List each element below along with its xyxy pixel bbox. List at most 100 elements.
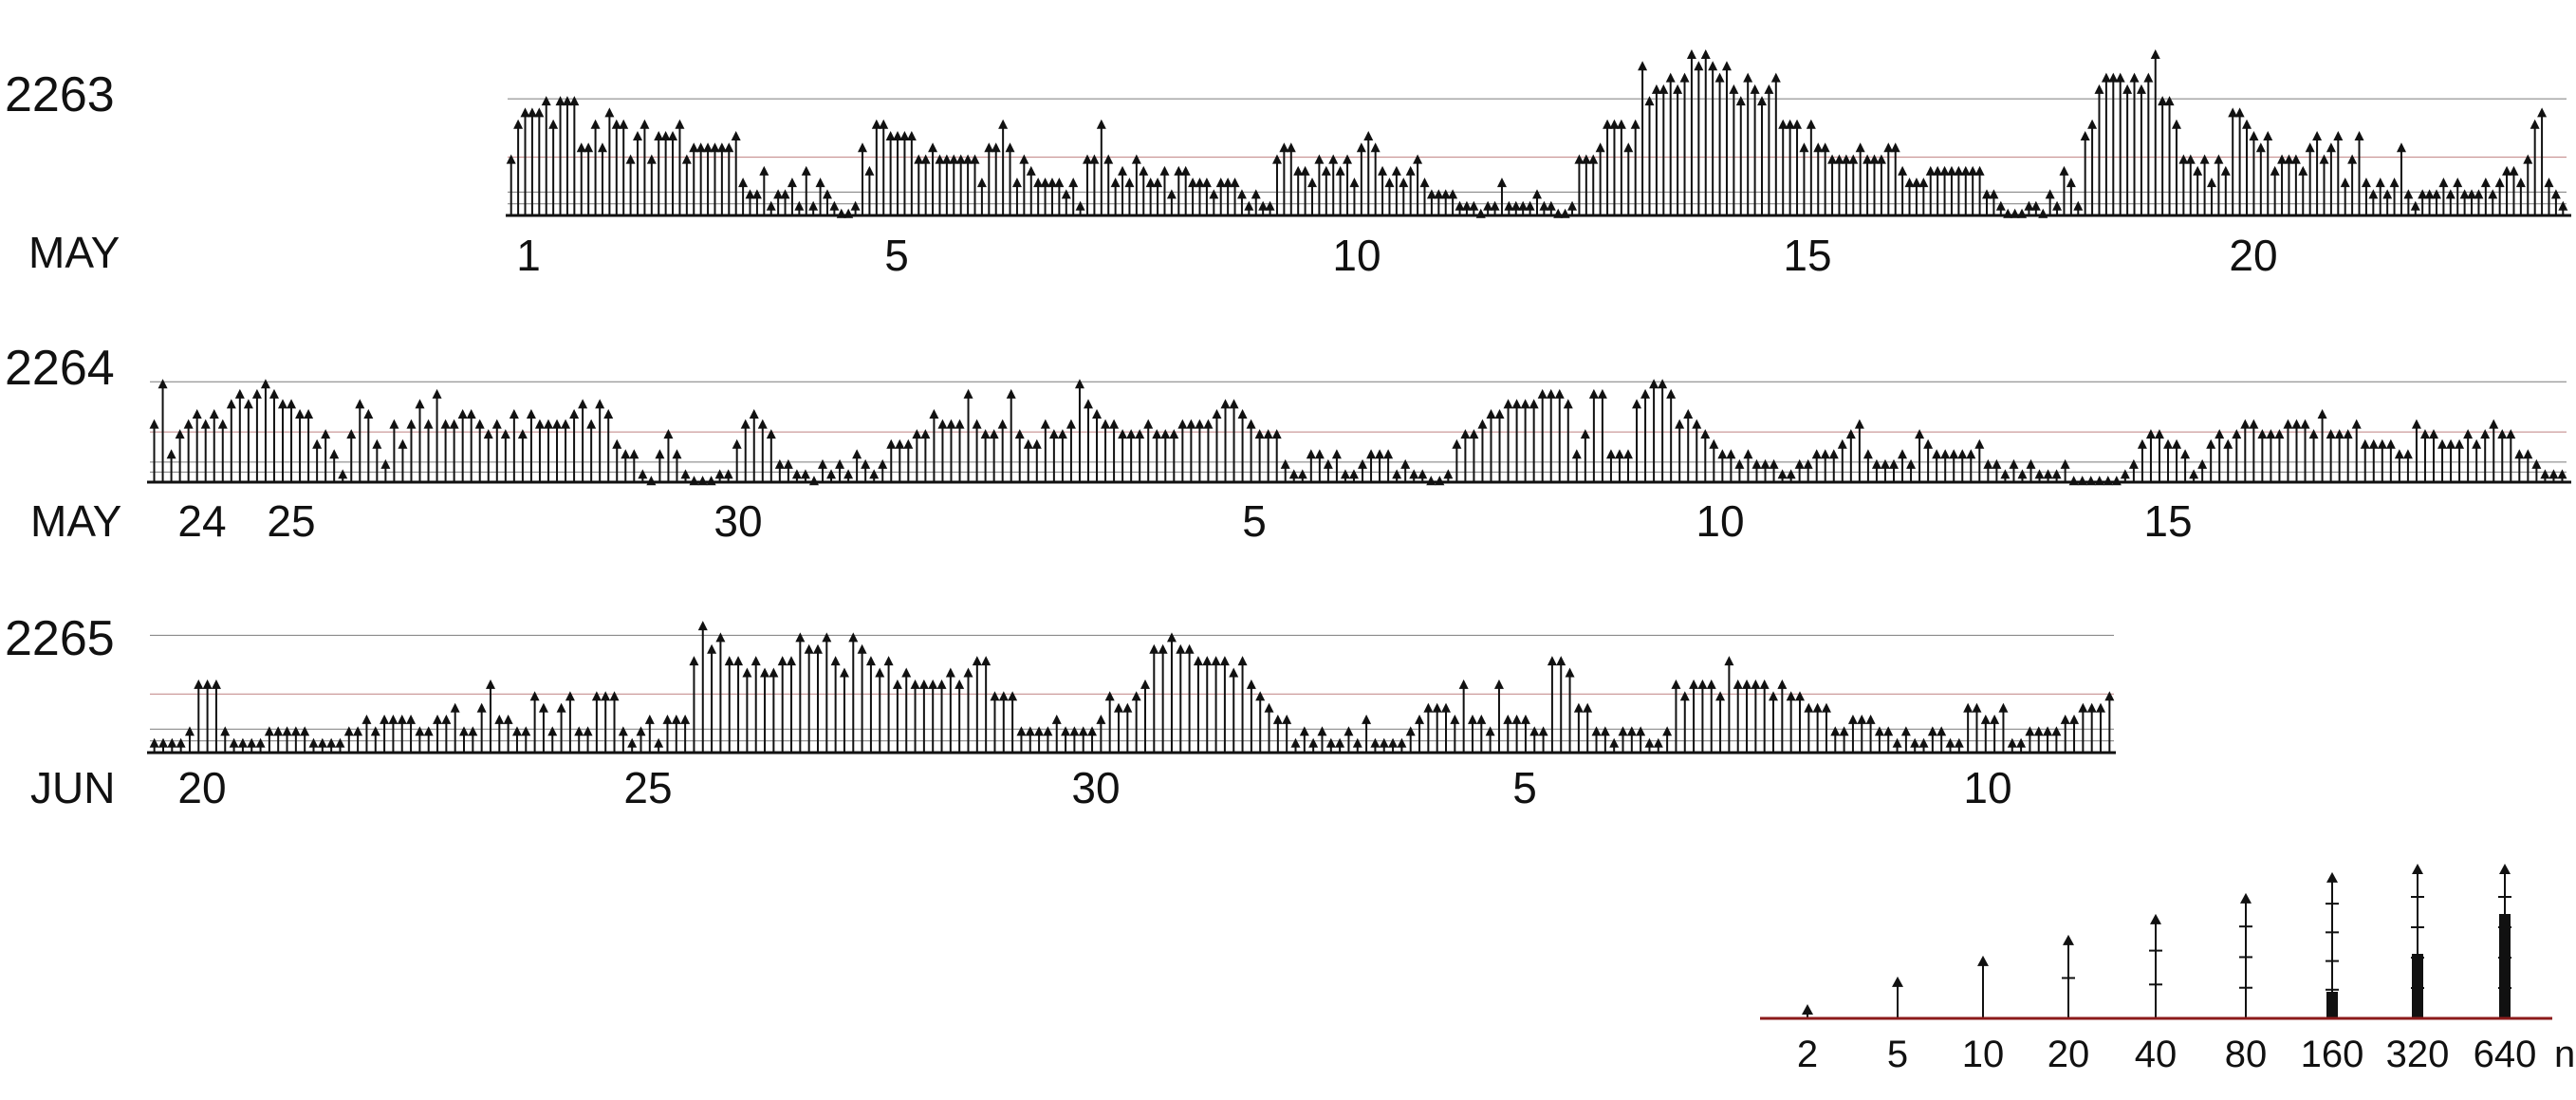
bar xyxy=(2537,107,2548,215)
tick-label: 10 xyxy=(1696,496,1744,546)
bar xyxy=(1006,388,1016,482)
bar xyxy=(449,419,459,482)
bar xyxy=(1769,691,1779,753)
bar xyxy=(1229,399,1239,482)
bar xyxy=(1932,449,1942,482)
bar xyxy=(1325,737,1336,753)
bar xyxy=(1344,726,1354,753)
bar xyxy=(1075,200,1085,215)
bar xyxy=(353,726,363,753)
bar xyxy=(1529,726,1540,753)
bar xyxy=(1140,679,1150,753)
bar xyxy=(1960,165,1971,215)
bar xyxy=(1777,469,1788,482)
bar xyxy=(1251,189,1261,215)
bar xyxy=(625,154,636,215)
bar xyxy=(440,419,451,482)
bar xyxy=(2550,189,2561,215)
bar xyxy=(2030,200,2041,215)
bar xyxy=(1770,72,1781,215)
bar xyxy=(1061,726,1071,753)
bar xyxy=(1880,458,1890,482)
bar xyxy=(2240,419,2251,482)
bar xyxy=(1118,165,1128,215)
bar xyxy=(732,438,742,482)
bar xyxy=(918,679,929,753)
bar xyxy=(329,449,340,482)
bar xyxy=(1546,388,1556,482)
bar xyxy=(1813,142,1824,215)
bar xyxy=(2017,469,2028,482)
bar xyxy=(2523,154,2533,215)
bar xyxy=(1638,61,1648,215)
bar xyxy=(2284,154,2294,215)
bar xyxy=(1812,702,1823,753)
bar xyxy=(2143,72,2154,215)
bar xyxy=(1314,449,1325,482)
bar xyxy=(1692,419,1702,482)
bar xyxy=(769,667,779,753)
bar xyxy=(1729,84,1739,215)
bar xyxy=(1483,200,1493,215)
bar xyxy=(1785,119,1795,215)
bar xyxy=(2232,429,2242,482)
bar xyxy=(1450,714,1460,753)
bar xyxy=(2368,189,2379,215)
bar xyxy=(2087,119,2098,215)
bar xyxy=(1114,702,1124,753)
bar xyxy=(534,107,545,215)
bar xyxy=(1888,458,1899,482)
bar xyxy=(175,429,185,482)
bar xyxy=(1581,154,1591,215)
bar xyxy=(1255,691,1266,753)
bar xyxy=(2206,438,2216,482)
bar xyxy=(742,667,752,753)
bar xyxy=(1848,154,1859,215)
bar xyxy=(406,714,417,753)
bar xyxy=(681,154,692,215)
bar xyxy=(2377,438,2387,482)
bar xyxy=(774,458,785,482)
bar xyxy=(2274,429,2285,482)
bar xyxy=(1898,449,1908,482)
bar xyxy=(2111,475,2122,486)
bar xyxy=(892,679,902,753)
bar xyxy=(954,419,965,482)
bar xyxy=(1777,679,1788,753)
bar xyxy=(663,429,674,482)
bar xyxy=(176,737,186,753)
key-label: 5 xyxy=(1887,1034,1908,1075)
bar xyxy=(2145,429,2156,482)
bar xyxy=(2453,177,2463,215)
bar xyxy=(503,714,513,753)
bar xyxy=(474,419,485,482)
panel-rotation-2265: 2265 JUN 20 25 30 5 10 xyxy=(5,611,2116,812)
bar xyxy=(1837,438,1847,482)
bar xyxy=(2163,438,2174,482)
key-label: 40 xyxy=(2135,1034,2178,1075)
bar xyxy=(2514,449,2525,482)
bar xyxy=(194,679,204,753)
bar-marks xyxy=(149,379,2567,486)
bar xyxy=(183,419,194,482)
bar xyxy=(2033,726,2044,753)
bar xyxy=(928,679,938,753)
bar xyxy=(619,119,629,215)
bar xyxy=(903,438,914,482)
bar xyxy=(527,107,537,215)
bar xyxy=(2066,177,2076,215)
bar xyxy=(2025,726,2035,753)
bar xyxy=(343,726,354,753)
bar xyxy=(1174,165,1184,215)
bar xyxy=(1440,189,1451,215)
bar xyxy=(476,702,487,753)
bar xyxy=(457,409,468,482)
bar xyxy=(2480,177,2491,215)
bar xyxy=(2300,419,2310,482)
bar xyxy=(710,142,720,215)
bar xyxy=(1122,702,1133,753)
bar xyxy=(749,409,759,482)
bar xyxy=(791,469,802,482)
bar xyxy=(565,691,575,753)
bar xyxy=(707,643,717,753)
